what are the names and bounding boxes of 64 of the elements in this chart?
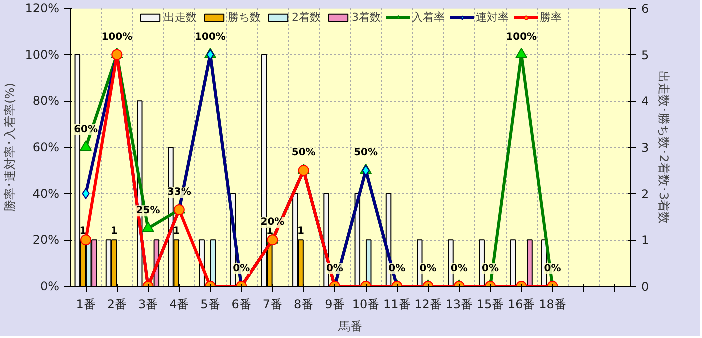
y2-tick-label: 4 <box>642 94 650 109</box>
x-tick-label: 10番 <box>352 298 380 312</box>
data-label: 25% <box>136 206 160 217</box>
x-tick-label: 4番 <box>170 298 190 312</box>
data-label: 0% <box>420 264 437 274</box>
legend-label: 3着数 <box>352 10 381 25</box>
y-axis-title: 勝率･連対率･入着率(%) <box>3 83 18 212</box>
legend-label: 2着数 <box>292 10 321 25</box>
y-tick-label: 40% <box>32 186 60 201</box>
data-label: 1 <box>80 226 87 238</box>
data-label: 100% <box>102 32 133 43</box>
y-tick-label: 0% <box>40 280 60 294</box>
x-tick-label: 16番 <box>508 298 536 312</box>
x-tick-label: 6番 <box>232 298 252 312</box>
x-tick-label: 7番 <box>262 298 283 312</box>
data-label: 1 <box>110 226 118 238</box>
data-label: 1 <box>266 226 274 238</box>
data-label: 0% <box>233 264 250 274</box>
x-axis-title: 馬番 <box>338 320 362 334</box>
data-label: 1 <box>298 226 305 238</box>
y2-axis-title: 出走数･勝ち数･2着数･3着数 <box>657 70 672 224</box>
x-tick-label: 15番 <box>476 298 504 312</box>
y2-tick-label: 6 <box>642 2 650 16</box>
x-tick-label: 1番 <box>76 298 96 312</box>
data-label: 50% <box>292 148 316 159</box>
y-tick-label: 120% <box>25 2 60 16</box>
x-tick-label: 12番 <box>414 298 442 312</box>
point <box>142 222 154 232</box>
y2-tick-label: 0 <box>642 280 650 294</box>
point <box>516 48 528 59</box>
legend-label: 入着率 <box>412 10 445 25</box>
x-tick-label: 13番 <box>446 298 474 312</box>
y-tick-label: 80% <box>32 94 60 108</box>
x-tick-label: 18番 <box>539 298 566 312</box>
y2-tick-label: 1 <box>642 234 650 248</box>
data-label: 0% <box>482 264 499 274</box>
legend-label: 勝率 <box>540 10 562 25</box>
y-tick-label: 60% <box>32 140 60 154</box>
y2-tick-label: 3 <box>642 141 650 155</box>
x-tick-label: 9番 <box>325 298 345 312</box>
y2-tick-label: 5 <box>642 48 650 62</box>
point <box>80 140 92 152</box>
legend-label: 出走数 <box>164 10 197 25</box>
data-label: 0% <box>388 264 406 274</box>
x-tick-label: 5番 <box>200 298 220 312</box>
data-label: 20% <box>260 217 285 228</box>
data-label: 0% <box>326 264 344 274</box>
data-label: 33% <box>167 187 192 198</box>
x-tick-label: 11番 <box>384 298 411 312</box>
legend-label: 勝ち数 <box>228 10 261 25</box>
x-tick-label: 3番 <box>138 298 158 312</box>
y-tick-label: 20% <box>32 233 60 248</box>
data-label: 0% <box>544 264 562 274</box>
y2-tick-label: 2 <box>642 187 650 202</box>
data-label: 0% <box>450 264 468 274</box>
data-label: 60% <box>74 124 98 136</box>
data-label: 50% <box>354 148 378 159</box>
y-tick-label: 100% <box>25 48 60 62</box>
legend-label: 連対率 <box>476 10 509 25</box>
x-tick-label: 8番 <box>294 298 314 312</box>
data-label: 100% <box>195 32 226 43</box>
x-tick-label: 2番 <box>107 298 127 312</box>
data-label: 100% <box>506 32 538 43</box>
data-label: 1 <box>173 226 180 238</box>
